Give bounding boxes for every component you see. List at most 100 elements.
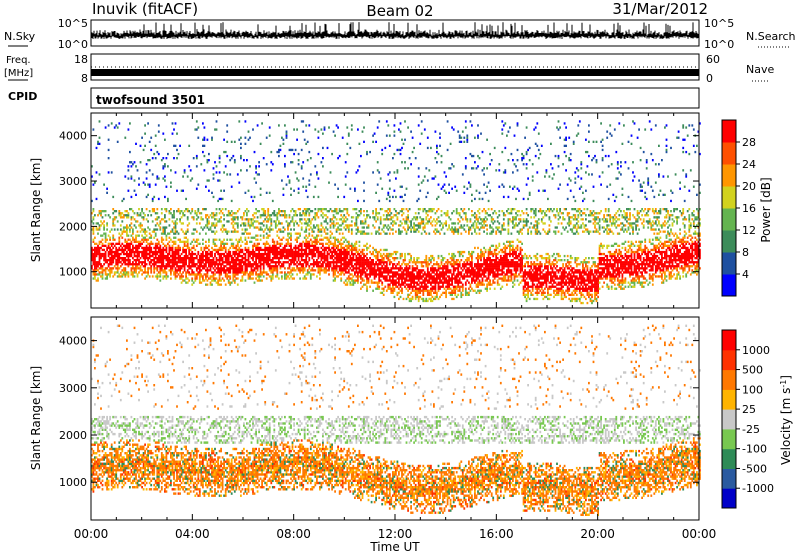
- power-cell: [267, 252, 270, 256]
- power-cell: [246, 208, 248, 211]
- power-cell: [322, 252, 324, 256]
- power-cell: [354, 224, 356, 227]
- power-cell: [164, 175, 166, 178]
- power-cell: [258, 265, 260, 268]
- power-cell: [458, 226, 461, 229]
- power-cell: [212, 173, 215, 176]
- power-cell: [358, 275, 361, 278]
- power-cell: [314, 238, 317, 241]
- power-cell: [366, 277, 368, 280]
- power-cell: [317, 250, 320, 254]
- power-cell: [217, 263, 219, 266]
- power-cell: [91, 250, 93, 254]
- power-cell: [461, 263, 464, 266]
- power-cell: [439, 275, 441, 278]
- power-cell: [314, 208, 317, 211]
- power-cell: [233, 281, 236, 284]
- power-cell: [202, 267, 204, 270]
- power-cell: [171, 252, 174, 256]
- power-cell: [419, 281, 422, 284]
- power-cell: [167, 242, 169, 245]
- power-cell: [425, 299, 428, 303]
- power-cell: [194, 279, 197, 282]
- power-cell: [425, 297, 428, 301]
- power-cell: [151, 259, 154, 262]
- power-cell: [229, 271, 232, 274]
- power-cell: [98, 248, 101, 252]
- power-cell: [255, 267, 257, 270]
- power-cell: [258, 259, 260, 262]
- power-cell: [211, 212, 213, 215]
- power-cell: [215, 248, 218, 252]
- power-cell: [230, 140, 233, 143]
- power-cell: [416, 265, 419, 268]
- power-cell: [445, 285, 447, 288]
- power-cell: [107, 138, 110, 141]
- power-cell: [126, 252, 128, 256]
- power-cell: [182, 261, 184, 264]
- power-cell: [145, 171, 148, 174]
- power-cell: [208, 252, 210, 256]
- power-cell: [364, 273, 367, 276]
- power-cell: [267, 218, 270, 221]
- power-cell: [293, 214, 295, 217]
- power-cell: [331, 222, 333, 225]
- power-cell: [376, 183, 379, 186]
- power-cell: [94, 254, 96, 258]
- power-cell: [437, 269, 440, 272]
- power-cell: [404, 254, 406, 258]
- power-cell: [468, 287, 470, 290]
- power-cell: [369, 285, 371, 288]
- power-cell: [357, 271, 359, 274]
- power-cell: [139, 261, 142, 264]
- power-cell: [151, 210, 154, 213]
- power-cell: [218, 238, 221, 241]
- power-cell: [258, 279, 260, 282]
- power-cell: [141, 224, 143, 227]
- power-cell: [426, 289, 429, 292]
- power-cell: [382, 289, 385, 292]
- power-cell: [358, 240, 361, 243]
- power-cell: [171, 214, 174, 217]
- power-cell: [387, 228, 390, 231]
- power-cell: [273, 267, 276, 270]
- power-cell: [387, 267, 390, 270]
- power-cell: [174, 269, 177, 272]
- power-cell: [171, 228, 174, 231]
- power-cell: [240, 236, 242, 239]
- power-cell: [127, 226, 130, 229]
- power-cell: [139, 224, 142, 227]
- power-cell: [337, 240, 339, 243]
- power-cell: [322, 238, 324, 241]
- power-cell: [347, 259, 350, 262]
- power-cell: [119, 257, 122, 260]
- power-cell: [107, 273, 110, 276]
- power-cell: [408, 279, 411, 282]
- power-cell: [376, 252, 379, 256]
- power-cell: [344, 259, 347, 262]
- nave-tick-bottom: 0: [706, 72, 713, 85]
- power-cell: [205, 263, 207, 266]
- power-cell: [200, 226, 203, 229]
- power-cell: [104, 240, 107, 243]
- power-cell: [423, 299, 426, 303]
- power-cell: [165, 277, 168, 280]
- power-cell: [396, 250, 399, 254]
- power-cell: [218, 154, 221, 158]
- power-cell: [352, 208, 355, 211]
- power-cell: [363, 189, 365, 192]
- power-cell: [463, 265, 466, 268]
- power-cell: [341, 267, 344, 270]
- power-cell: [326, 222, 329, 225]
- power-cell: [455, 230, 458, 233]
- power-cell: [363, 140, 365, 143]
- power-cell: [218, 248, 221, 252]
- power-cell: [252, 244, 254, 247]
- power-cell: [278, 150, 280, 154]
- power-cell: [463, 208, 466, 211]
- power-cell: [238, 271, 241, 274]
- power-cell: [233, 269, 236, 272]
- power-cell: [344, 216, 347, 219]
- power-cell: [392, 289, 394, 292]
- power-cell: [186, 257, 189, 260]
